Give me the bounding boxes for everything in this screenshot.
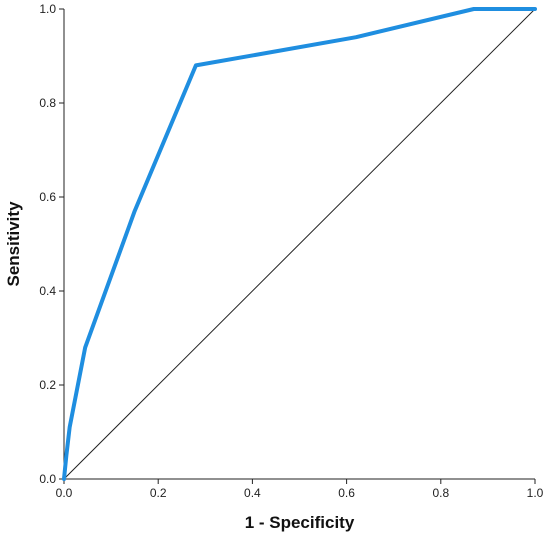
x-tick-label: 0.2 (150, 486, 167, 500)
reference-diagonal-line (63, 8, 536, 480)
x-tick-label: 0.0 (56, 486, 73, 500)
x-tick-label: 1.0 (527, 486, 544, 500)
x-tick-label: 0.6 (338, 486, 355, 500)
axes (63, 9, 535, 480)
y-tick-label: 1.0 (39, 2, 56, 16)
x-tick-label: 0.4 (244, 486, 261, 500)
x-axis-ticks: 0.0 0.2 0.4 0.6 0.8 1.0 (56, 479, 544, 500)
y-axis-ticks: 0.0 0.2 0.4 0.6 0.8 1.0 (39, 2, 64, 486)
x-tick-label: 0.8 (432, 486, 449, 500)
series-layer (62, 7, 537, 481)
y-tick-label: 0.2 (39, 378, 56, 392)
y-tick-label: 0.6 (39, 190, 56, 204)
x-axis-title: 1 - Specificity (245, 513, 355, 532)
y-tick-label: 0.8 (39, 96, 56, 110)
y-axis-title: Sensitivity (4, 201, 23, 287)
y-tick-label: 0.0 (39, 472, 56, 486)
roc-curve-line (62, 7, 537, 481)
y-tick-label: 0.4 (39, 284, 56, 298)
